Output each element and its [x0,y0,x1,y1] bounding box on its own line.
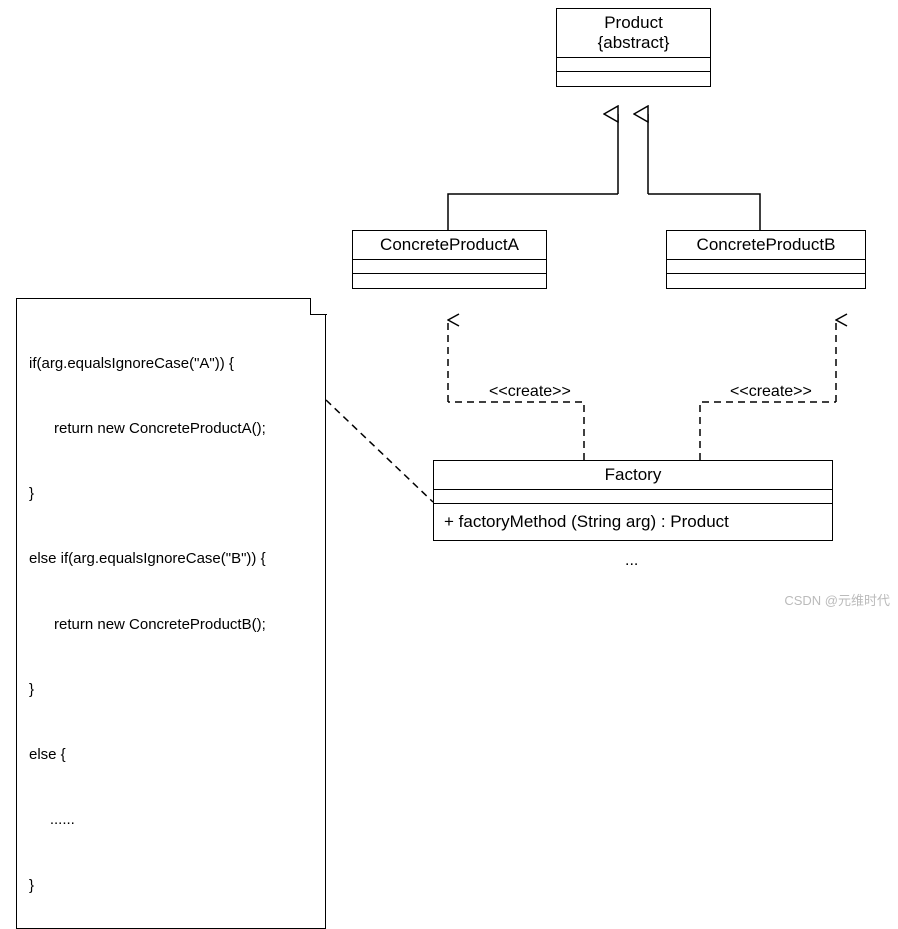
create-label-a: <<create>> [489,383,571,401]
class-methods: + factoryMethod (String arg) : Product [434,504,832,540]
class-name: ConcreteProductA [363,235,536,255]
class-methods [353,274,546,288]
note-line-8: } [29,875,313,897]
class-name: Factory [444,465,822,485]
ellipsis: ... [625,552,638,570]
class-stereotype: {abstract} [567,33,700,53]
class-attributes [667,260,865,274]
note-line-4: return new ConcreteProductB(); [29,614,313,636]
class-title: ConcreteProductA [353,231,546,260]
class-concrete-product-b: ConcreteProductB [666,230,866,289]
note-line-1: return new ConcreteProductA(); [29,418,313,440]
note-line-6: else { [29,744,313,766]
class-title: ConcreteProductB [667,231,865,260]
class-attributes [434,490,832,504]
class-name: Product [567,13,700,33]
note-line-7: ...... [29,809,313,831]
class-factory: Factory + factoryMethod (String arg) : P… [433,460,833,541]
class-attributes [557,58,710,72]
watermark: CSDN @元维时代 [784,590,890,609]
class-methods [667,274,865,288]
note-line-3: else if(arg.equalsIgnoreCase("B")) { [29,548,313,570]
note-line-0: if(arg.equalsIgnoreCase("A")) { [29,353,313,375]
class-concrete-product-a: ConcreteProductA [352,230,547,289]
class-product: Product {abstract} [556,8,711,87]
factory-method: + factoryMethod (String arg) : Product [444,512,729,531]
code-note: if(arg.equalsIgnoreCase("A")) { return n… [16,298,326,929]
class-attributes [353,260,546,274]
note-line-5: } [29,679,313,701]
class-name: ConcreteProductB [677,235,855,255]
create-label-b: <<create>> [730,383,812,401]
class-title: Factory [434,461,832,490]
class-title: Product {abstract} [557,9,710,58]
note-line-2: } [29,483,313,505]
class-methods [557,72,710,86]
